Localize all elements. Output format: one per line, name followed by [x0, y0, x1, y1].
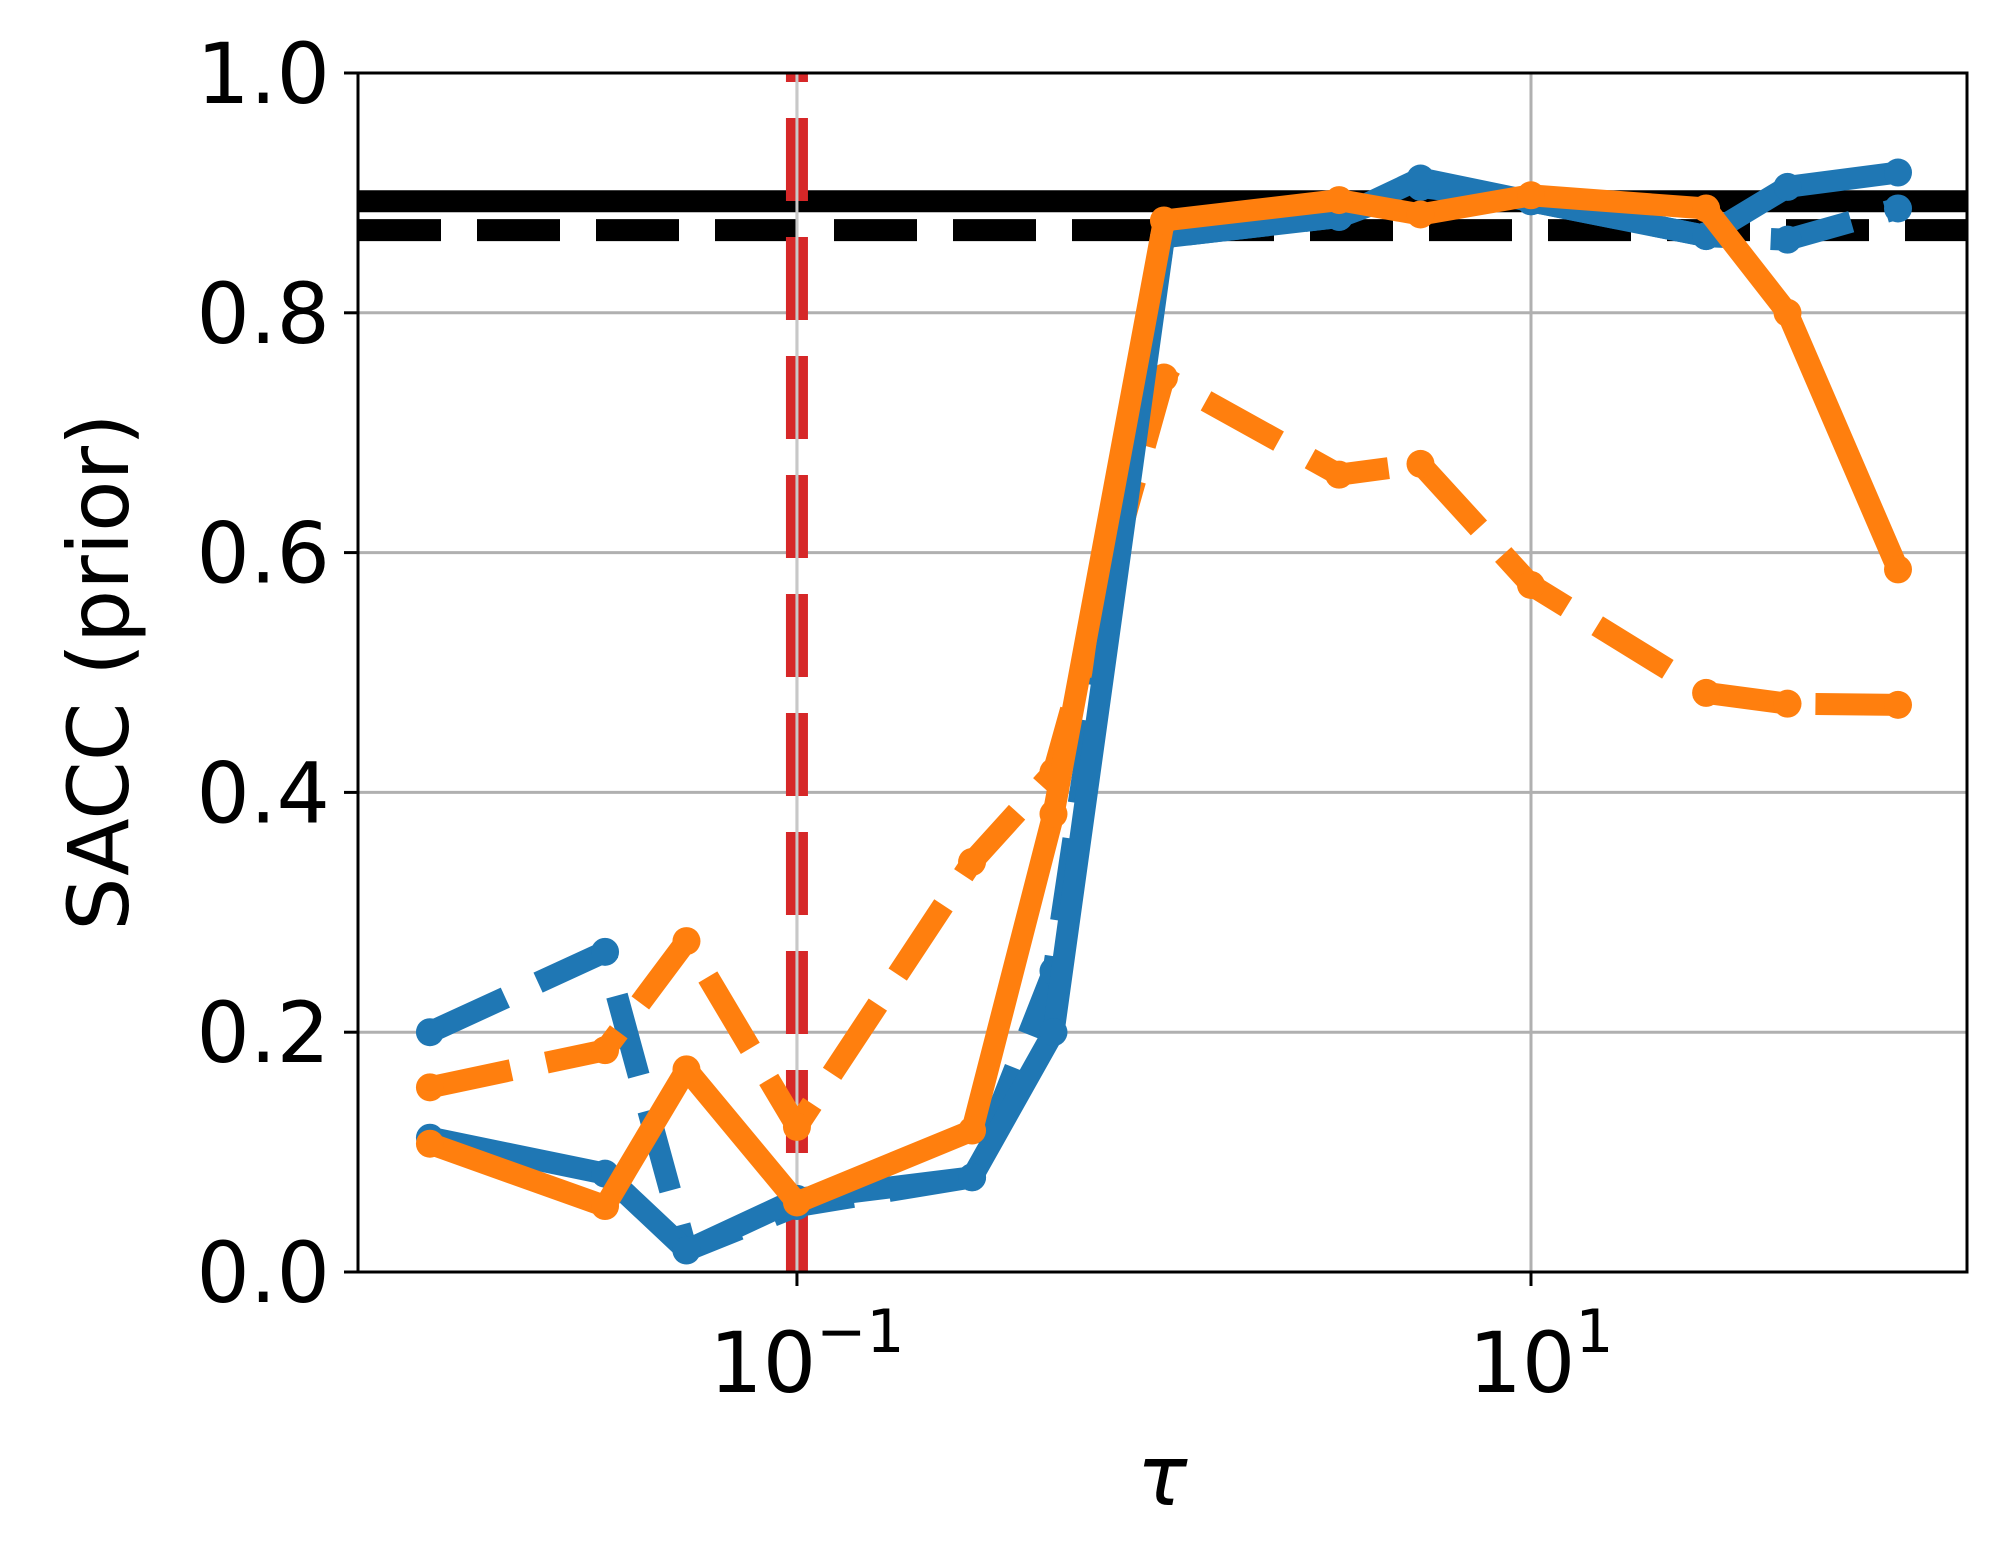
y-axis-label: SACC (prior): [50, 413, 148, 931]
data-point: [1773, 225, 1802, 254]
y-tick-label: 1.0: [196, 25, 330, 123]
data-point: [591, 937, 620, 966]
data-point: [1149, 206, 1178, 235]
y-axis-ticks: 0.0 0.2 0.4 0.6 0.8 1.0: [196, 25, 358, 1322]
data-point: [1039, 1018, 1068, 1047]
data-point: [782, 1112, 811, 1141]
series-orange-dashed: [415, 363, 1913, 1141]
data-point: [1406, 200, 1435, 229]
y-tick-label: 0.6: [196, 505, 330, 603]
data-point: [1692, 678, 1721, 707]
plot-frame: [356, 71, 1969, 1274]
data-point: [415, 1018, 444, 1047]
data-point: [782, 1188, 811, 1217]
data-point: [1325, 186, 1354, 215]
data-point: [1406, 164, 1435, 193]
data-point: [1325, 460, 1354, 489]
y-tick-label: 0.2: [196, 984, 330, 1082]
data-point: [1149, 363, 1178, 392]
data-point: [591, 1036, 620, 1065]
data-point: [1884, 158, 1913, 187]
y-tick-label: 0.0: [196, 1224, 330, 1322]
data-point: [672, 927, 701, 956]
x-axis-label: τ: [1137, 1427, 1188, 1525]
data-point: [1884, 555, 1913, 584]
data-point: [958, 1116, 987, 1145]
data-point: [415, 1073, 444, 1102]
data-point: [672, 1236, 701, 1265]
series-line: [418, 184, 1909, 1218]
series-line: [418, 161, 1909, 1262]
data-point: [1516, 181, 1545, 210]
data-point: [958, 847, 987, 876]
data-point: [1406, 449, 1435, 478]
x-tick-label: 10−1: [709, 1297, 904, 1412]
data-point: [1884, 690, 1913, 719]
y-tick-label: 0.8: [196, 265, 330, 363]
data-point: [1692, 194, 1721, 223]
data-point: [1039, 799, 1068, 828]
data-point: [672, 1055, 701, 1084]
data-point: [1773, 172, 1802, 201]
series-blue-dashed: [415, 172, 1913, 1265]
series-orange-solid: [415, 181, 1913, 1221]
x-tick-label: 101: [1468, 1297, 1613, 1412]
y-tick-label: 0.4: [196, 744, 330, 842]
x-axis-ticks: 10−1 101: [709, 1272, 1614, 1412]
data-point: [1884, 194, 1913, 223]
data-point: [415, 1129, 444, 1158]
data-point: [1773, 298, 1802, 327]
series-line: [427, 366, 1899, 1138]
data-series: [415, 158, 1913, 1265]
series-blue-solid: [415, 158, 1913, 1265]
data-point: [958, 1163, 987, 1192]
data-point: [1773, 689, 1802, 718]
series-line: [425, 175, 1901, 1262]
data-point: [591, 1192, 620, 1221]
data-point: [1516, 570, 1545, 599]
